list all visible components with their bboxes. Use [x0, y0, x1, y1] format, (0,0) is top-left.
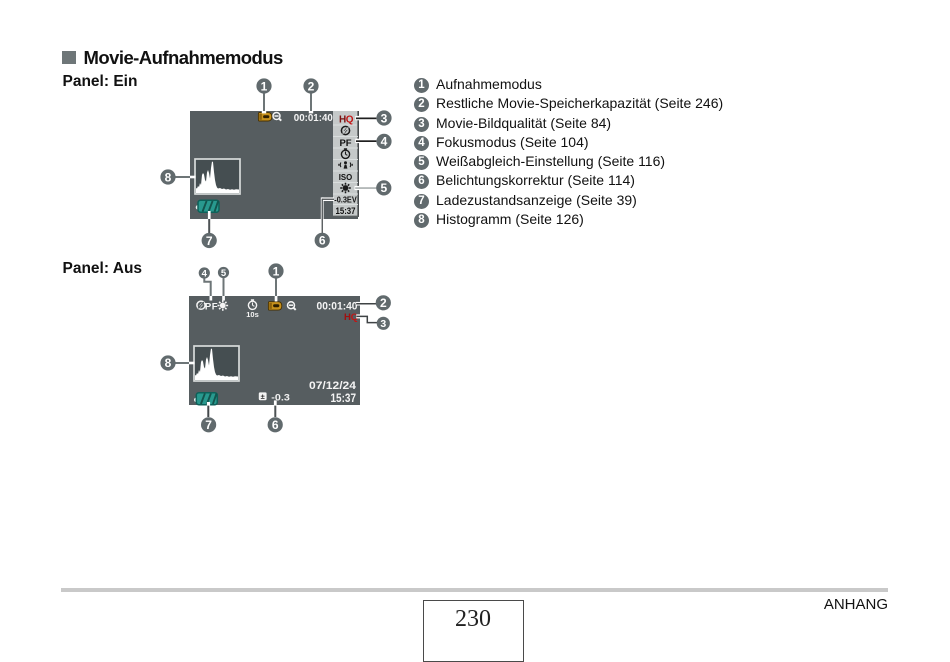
svg-text:3: 3 — [381, 111, 388, 125]
svg-text:6: 6 — [319, 234, 326, 248]
svg-text:2: 2 — [380, 296, 387, 310]
svg-text:7: 7 — [205, 418, 212, 432]
svg-text:15:37: 15:37 — [336, 206, 356, 217]
svg-text:3: 3 — [380, 318, 386, 330]
svg-text:ISO: ISO — [339, 172, 353, 182]
svg-text:10s: 10s — [246, 310, 259, 319]
svg-text:-0.3EV: -0.3EV — [334, 194, 357, 204]
svg-text:-0.3: -0.3 — [271, 392, 290, 403]
svg-text:1: 1 — [261, 79, 268, 93]
svg-text:00:01:40: 00:01:40 — [294, 112, 333, 124]
svg-text:15:37: 15:37 — [331, 393, 357, 405]
svg-text:5: 5 — [221, 268, 227, 279]
svg-text:H: H — [339, 115, 346, 126]
svg-text:1: 1 — [273, 264, 280, 278]
svg-text:PF: PF — [340, 138, 352, 149]
svg-text:2: 2 — [308, 79, 315, 93]
svg-text:H: H — [344, 312, 351, 323]
svg-text:Q: Q — [351, 312, 358, 323]
svg-text:7: 7 — [206, 234, 213, 248]
svg-text:Q: Q — [346, 115, 354, 126]
svg-text:5: 5 — [380, 181, 387, 195]
svg-text:PF: PF — [205, 301, 218, 312]
svg-text:07/12/24: 07/12/24 — [309, 380, 357, 392]
svg-text:4: 4 — [202, 268, 208, 279]
svg-text:00:01:40: 00:01:40 — [317, 300, 358, 312]
svg-text:±: ± — [261, 392, 265, 401]
svg-text:6: 6 — [272, 418, 279, 432]
svg-text:4: 4 — [381, 135, 388, 149]
svg-text:8: 8 — [165, 170, 172, 184]
svg-text:8: 8 — [165, 356, 172, 370]
